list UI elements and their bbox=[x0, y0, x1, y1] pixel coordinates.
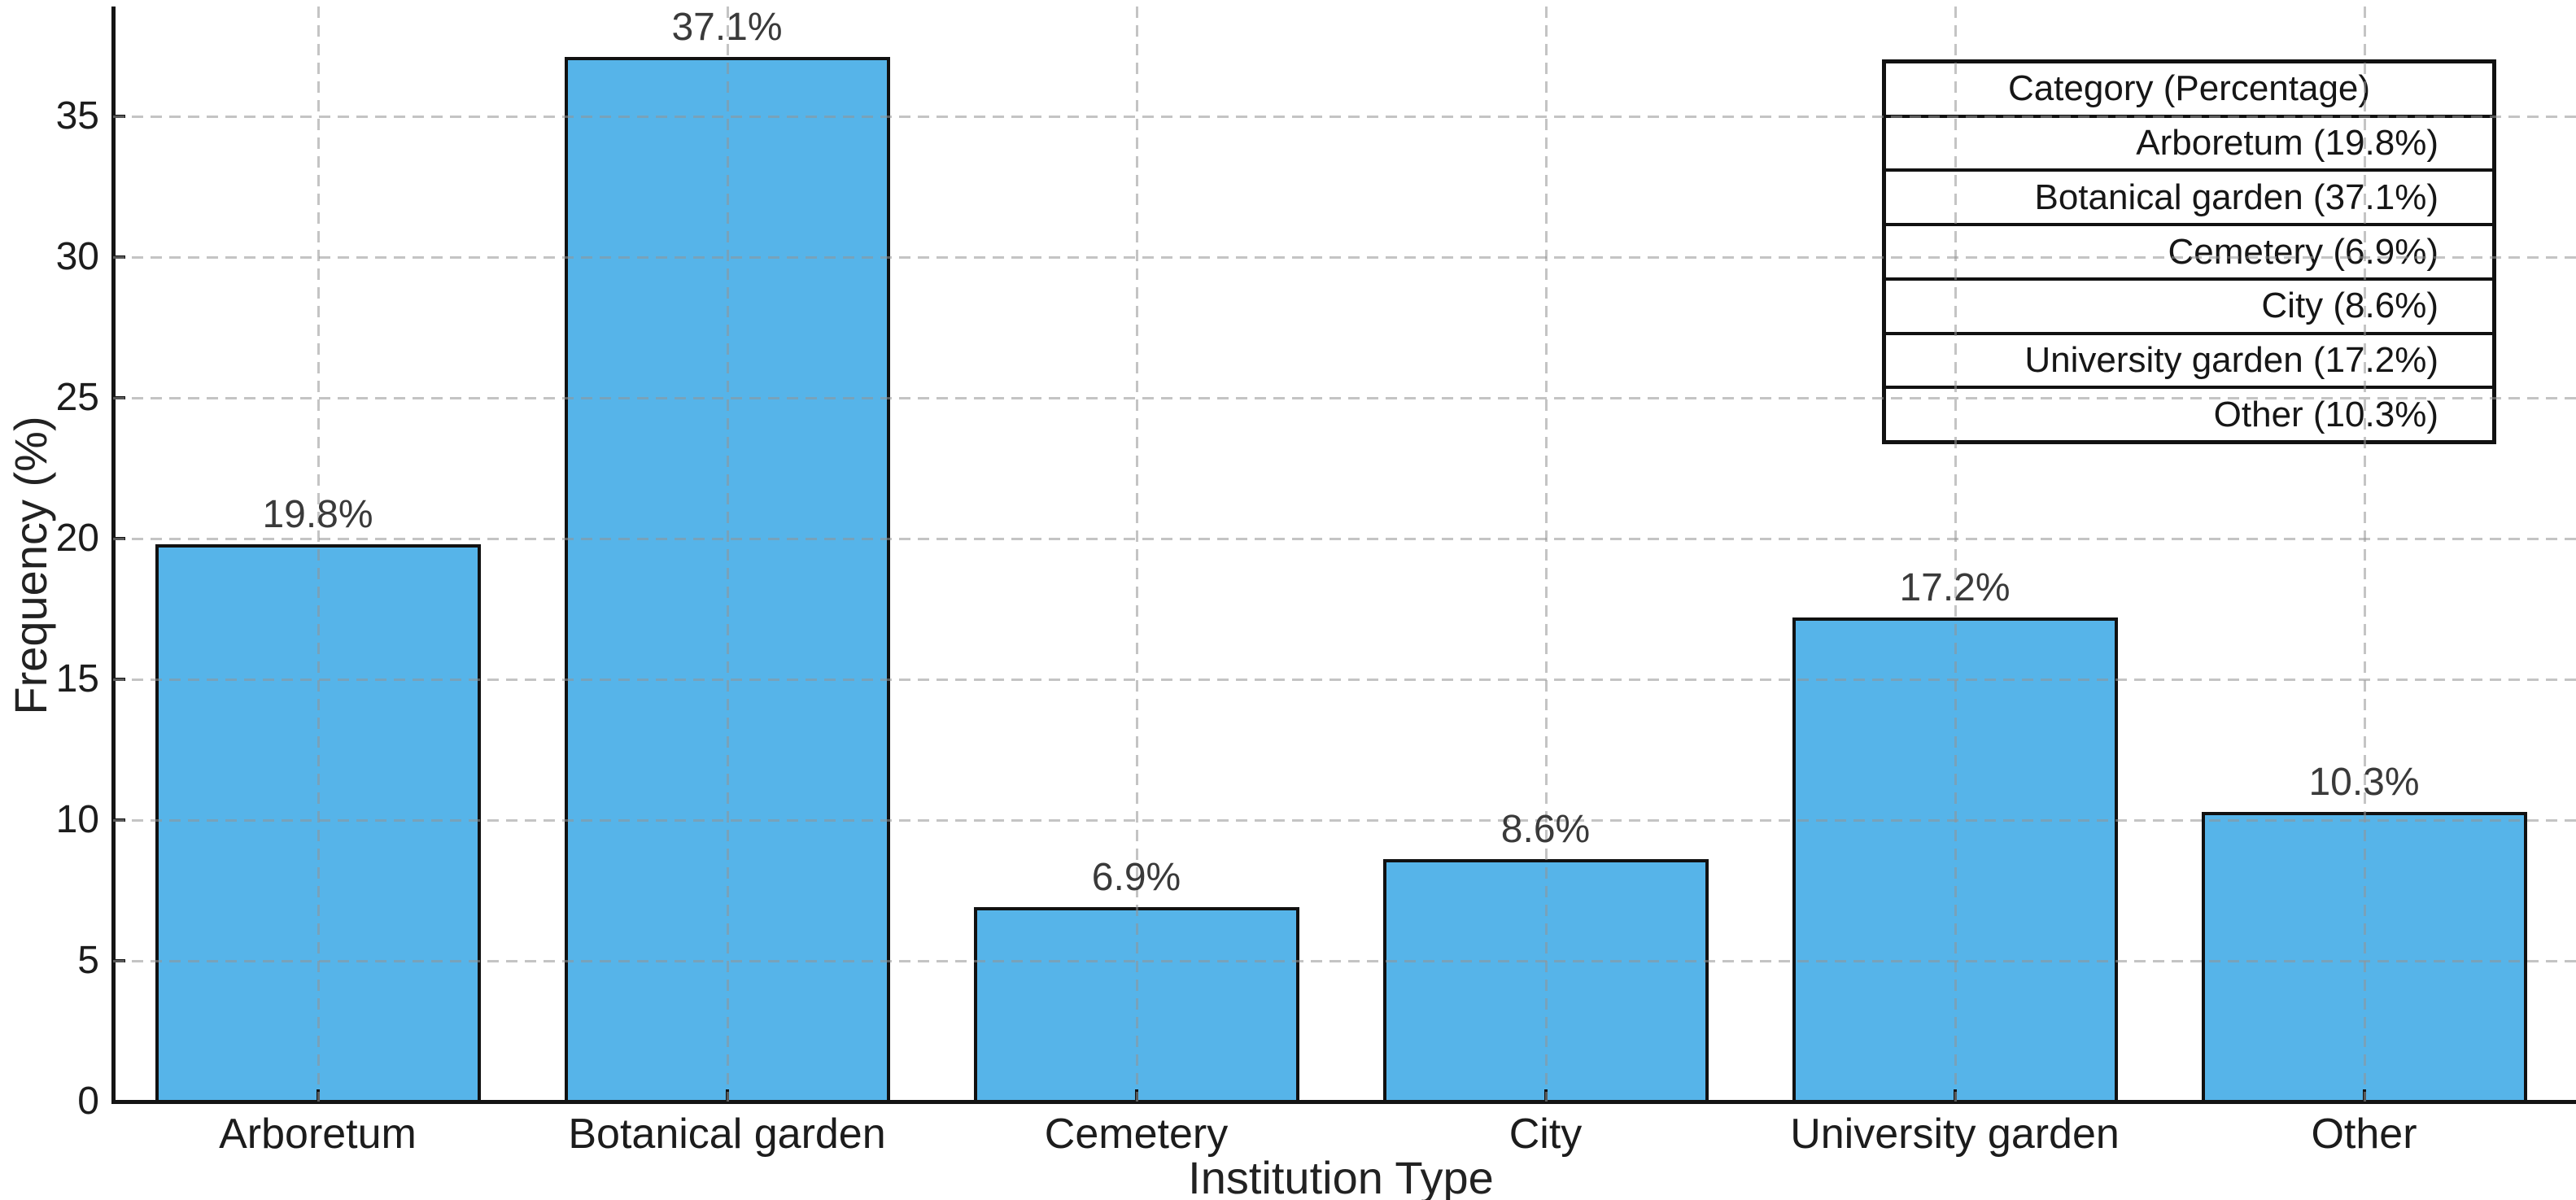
bar-value-label: 10.3% bbox=[2308, 760, 2420, 804]
y-tick-label: 5 bbox=[77, 938, 99, 982]
x-tick-label-botanical-garden: Botanical garden bbox=[568, 1111, 886, 1158]
y-gridline bbox=[113, 678, 2576, 681]
y-tick-label: 0 bbox=[77, 1080, 99, 1123]
legend-row: Other (10.3%) bbox=[1886, 386, 2492, 440]
x-axis-title: Institution Type bbox=[1188, 1152, 1494, 1200]
x-tick-mark bbox=[2362, 1089, 2366, 1102]
y-tick-mark bbox=[113, 677, 125, 681]
bar-cemetery bbox=[973, 907, 1299, 1103]
y-tick-mark bbox=[113, 1100, 125, 1103]
y-tick-mark bbox=[113, 255, 125, 259]
bar-value-label: 6.9% bbox=[1091, 856, 1181, 900]
legend-table: Category (Percentage) Arboretum (19.8%) B… bbox=[1882, 59, 2496, 444]
x-tick-mark bbox=[1953, 1089, 1957, 1102]
x-tick-label-other: Other bbox=[2311, 1111, 2417, 1158]
y-tick-mark bbox=[113, 536, 125, 540]
y-tick-label: 10 bbox=[55, 797, 99, 841]
y-tick-label: 35 bbox=[55, 94, 99, 137]
x-axis-line bbox=[111, 1100, 2576, 1104]
y-gridline bbox=[113, 537, 2576, 540]
bar-value-label: 37.1% bbox=[671, 6, 783, 50]
bar-other bbox=[2201, 811, 2527, 1103]
legend-row: University garden (17.2%) bbox=[1886, 331, 2492, 386]
y-tick-label: 20 bbox=[55, 516, 99, 560]
x-tick-mark bbox=[1134, 1089, 1138, 1102]
x-tick-label-arboretum: Arboretum bbox=[219, 1111, 417, 1158]
y-tick-label: 25 bbox=[55, 375, 99, 419]
bar-arboretum bbox=[155, 543, 481, 1103]
bar-botanical-garden bbox=[564, 57, 890, 1103]
legend-row: Botanical garden (37.1%) bbox=[1886, 168, 2492, 223]
bar-value-label: 17.2% bbox=[1899, 565, 2011, 609]
y-tick-mark bbox=[113, 818, 125, 822]
x-tick-mark bbox=[725, 1089, 729, 1102]
x-tick-label-cemetery: Cemetery bbox=[1044, 1111, 1229, 1158]
bar-value-label: 19.8% bbox=[262, 492, 373, 536]
x-tick-label-city: City bbox=[1508, 1111, 1583, 1158]
y-tick-mark bbox=[113, 395, 125, 399]
y-tick-label: 15 bbox=[55, 657, 99, 700]
bar-value-label: 8.6% bbox=[1500, 808, 1591, 852]
bar-city bbox=[1382, 859, 1709, 1103]
y-tick-mark bbox=[113, 958, 125, 962]
bar-university-garden bbox=[1792, 617, 2118, 1103]
x-tick-label-university-garden: University garden bbox=[1790, 1111, 2120, 1158]
legend-row: Cemetery (6.9%) bbox=[1886, 223, 2492, 277]
legend-header: Category (Percentage) bbox=[2007, 68, 2371, 109]
y-tick-mark bbox=[113, 114, 125, 118]
legend-row: City (8.6%) bbox=[1886, 277, 2492, 332]
x-tick-mark bbox=[1543, 1089, 1548, 1102]
legend-row: Arboretum (19.8%) bbox=[1886, 114, 2492, 169]
x-tick-mark bbox=[316, 1089, 320, 1102]
y-tick-label: 30 bbox=[55, 234, 99, 278]
y-axis-line bbox=[111, 7, 116, 1104]
